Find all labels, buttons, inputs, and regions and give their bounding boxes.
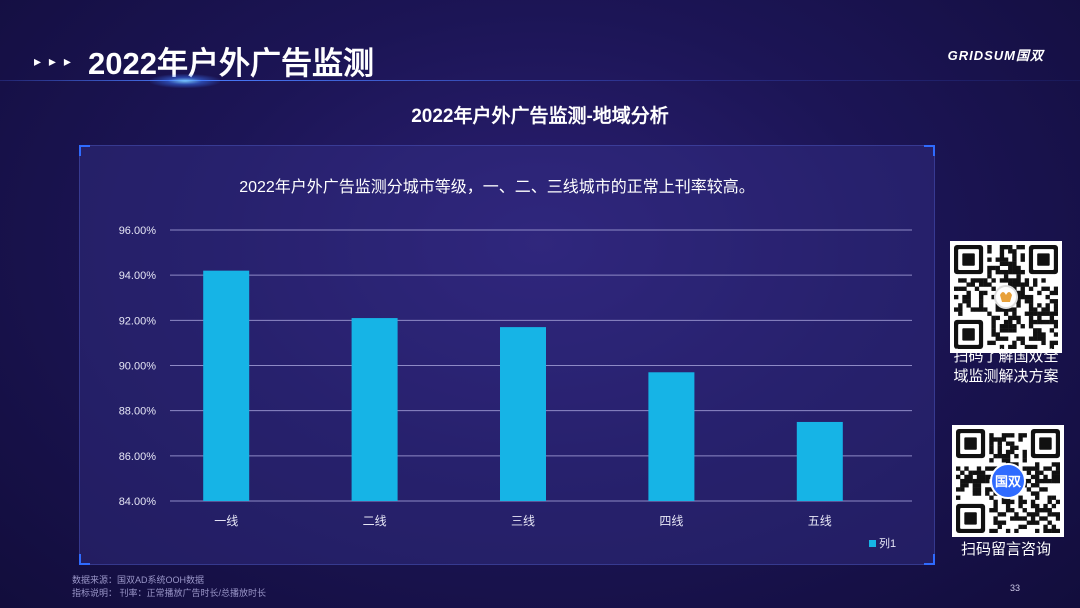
qr-center-icon <box>994 285 1018 309</box>
y-tick-label: 88.00% <box>119 406 157 418</box>
bar-chart: 2022年户外广告监测分城市等级，一、二、三线城市的正常上刊率较高。 84.00… <box>119 178 912 550</box>
bar <box>351 318 398 501</box>
bar <box>203 270 250 501</box>
legend-label: 列1 <box>879 536 896 550</box>
x-tick-label: 三线 <box>511 514 535 528</box>
qr-badge-icon: 国双 <box>990 463 1026 499</box>
y-tick-label: 86.00% <box>119 451 157 463</box>
footer-source: 数据来源：国双AD系统OOH数据 <box>72 575 205 585</box>
bar <box>500 327 546 501</box>
page-title: 2022年户外广告监测 <box>88 46 374 81</box>
x-tick-label: 二线 <box>363 514 387 528</box>
qr-caption-solutions: 扫码了解国双全 域监测解决方案 <box>940 347 1072 387</box>
qr-caption-line-1: 扫码了解国双全 <box>953 348 1059 365</box>
y-tick-label: 94.00% <box>119 270 157 282</box>
qr-caption-line-2: 域监测解决方案 <box>953 368 1059 385</box>
gridsum-logo: GRIDSUM国双 <box>947 48 1044 63</box>
x-tick-label: 五线 <box>808 514 832 528</box>
bar <box>648 372 695 501</box>
footer-definition: 指标说明： 刊率：正常播放广告时长/总播放时长 <box>72 588 267 598</box>
bar <box>796 421 843 501</box>
y-tick-label: 84.00% <box>119 496 157 508</box>
legend-swatch <box>869 540 876 547</box>
y-tick-label: 96.00% <box>119 225 157 237</box>
chart-title: 2022年户外广告监测分城市等级，一、二、三线城市的正常上刊率较高。 <box>239 178 755 196</box>
y-tick-label: 90.00% <box>119 361 157 373</box>
panel-corner-bl <box>79 554 90 565</box>
qr-code-solutions[interactable] <box>950 241 1062 353</box>
x-tick-label: 一线 <box>214 514 238 528</box>
y-tick-label: 92.00% <box>119 315 157 327</box>
section-title: 2022年户外广告监测-地域分析 <box>411 106 669 127</box>
panel-corner-tr <box>924 145 935 156</box>
header-glow <box>150 74 220 88</box>
panel-corner-br <box>924 554 935 565</box>
qr-code-consult[interactable]: 国双 <box>952 425 1064 537</box>
panel-corner-tl <box>79 145 90 156</box>
qr-badge-text: 国双 <box>995 474 1021 489</box>
qr-caption-consult: 扫码留言咨询 <box>960 541 1051 558</box>
header-divider <box>0 80 1080 81</box>
x-tick-label: 四线 <box>659 514 683 528</box>
header-arrows: ▸ ▸ ▸ <box>34 53 73 69</box>
page-number: 33 <box>1009 583 1020 593</box>
